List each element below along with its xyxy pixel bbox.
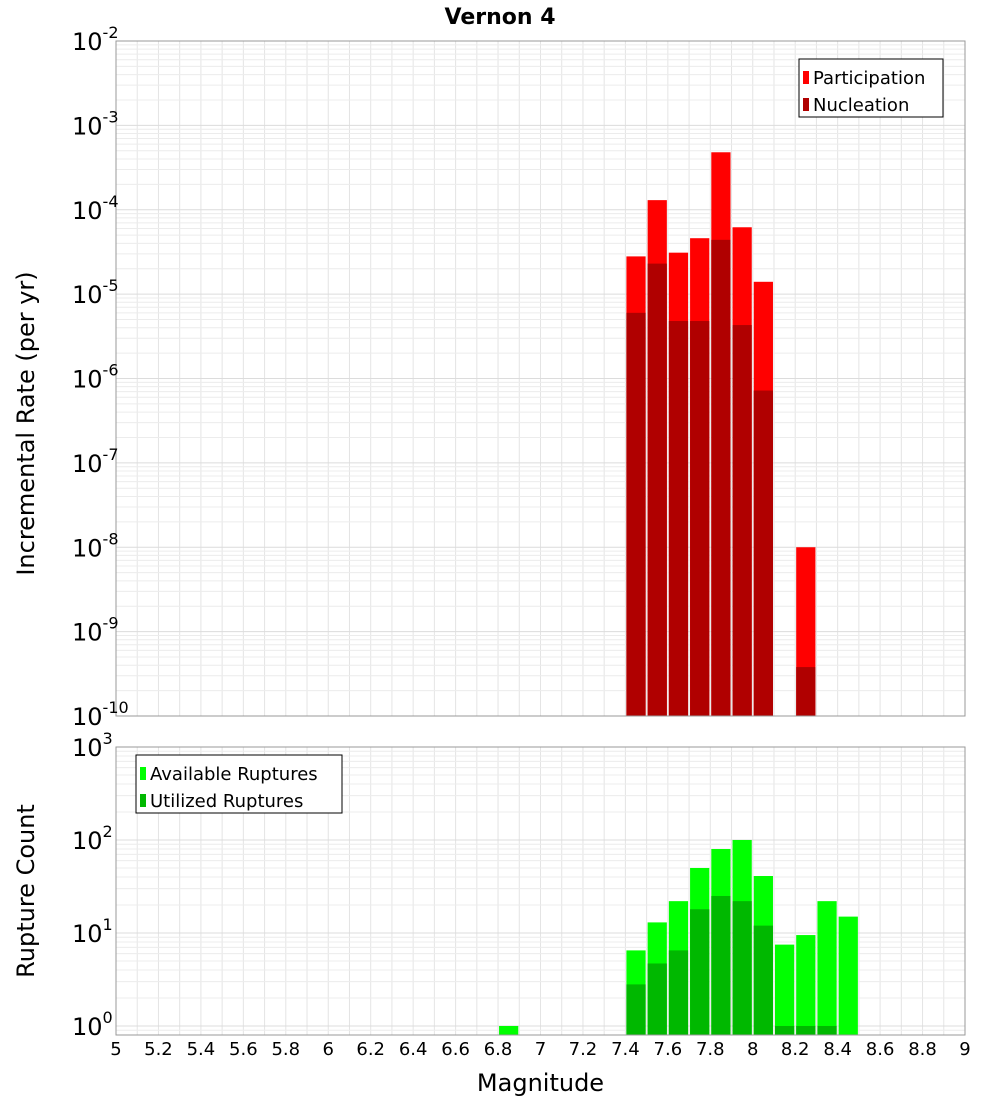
legend-box — [135, 754, 343, 814]
legend-label: Nucleation — [813, 95, 909, 116]
x-tick-label: 5.6 — [229, 1039, 258, 1060]
y-tick-label: 10-9 — [72, 614, 119, 647]
rate-y-ticks: 10-10 10-9 10-8 10-7 10-6 10-5 10-4 10-3 10-2 — [72, 23, 129, 731]
count-x-ticks: 5 5.2 5.4 5.6 5.8 6 6.2 6.4 6.6 6.8 7 7.2 7.4 7.6 7.8 8… — [110, 1039, 970, 1060]
bar-series2 — [796, 667, 816, 716]
bar-series2 — [647, 263, 667, 716]
x-axis-label: Magnitude — [477, 1069, 604, 1097]
x-tick-label: 6.6 — [441, 1039, 470, 1060]
y-tick-label: 10-5 — [72, 276, 119, 309]
x-tick-label: 5.4 — [187, 1039, 216, 1060]
bar-series1 — [796, 935, 816, 1035]
rate-panel: 10-10 10-9 10-8 10-7 10-6 10-5 10-4 10-3 10-2 In… — [12, 23, 966, 731]
bar-series2 — [668, 321, 689, 716]
y-tick-label: 100 — [72, 1008, 113, 1041]
bar-series1 — [838, 916, 858, 1035]
legend-label: Available Ruptures — [150, 764, 318, 785]
bar-series1 — [499, 1025, 519, 1035]
bar-series1 — [774, 944, 795, 1035]
y-tick-label: 103 — [72, 729, 113, 762]
bar-series2 — [753, 925, 773, 1035]
x-tick-label: 8 — [747, 1039, 758, 1060]
y-tick-label: 101 — [72, 915, 113, 948]
x-tick-label: 7.4 — [611, 1039, 640, 1060]
legend-swatch — [803, 71, 809, 84]
bar-series2 — [796, 1025, 816, 1035]
legend-label: Utilized Ruptures — [150, 791, 303, 812]
x-tick-label: 6 — [323, 1039, 334, 1060]
chart-title: Vernon 4 — [445, 5, 556, 30]
x-tick-label: 6.2 — [356, 1039, 385, 1060]
bar-series2 — [774, 1025, 795, 1035]
x-tick-label: 8.8 — [908, 1039, 937, 1060]
y-tick-label: 10-2 — [72, 23, 119, 56]
bar-series2 — [626, 312, 646, 716]
bar-series1 — [817, 901, 837, 1035]
bar-series2 — [732, 325, 752, 716]
legend-label: Participation — [813, 68, 925, 89]
count-bars — [499, 839, 858, 1035]
count-y-axis-label: Rupture Count — [12, 804, 40, 978]
bar-series2 — [690, 321, 710, 716]
rate-gridlines — [115, 40, 966, 717]
count-panel: 100 101 102 103 5 5.2 5.4 5.6 5.8 6 6.2 6.4 6.6 6.8 7… — [12, 729, 971, 1097]
legend-box — [798, 58, 944, 118]
y-tick-label: 10-3 — [72, 107, 119, 140]
bar-series2 — [817, 1025, 837, 1035]
y-tick-label: 10-10 — [72, 698, 129, 731]
rate-y-axis-label: Incremental Rate (per yr) — [12, 271, 40, 575]
y-tick-label: 10-7 — [72, 445, 119, 478]
legend-swatch — [140, 767, 146, 780]
x-tick-label: 8.2 — [781, 1039, 810, 1060]
x-tick-label: 7.8 — [696, 1039, 725, 1060]
y-tick-label: 10-8 — [72, 529, 119, 562]
count-y-ticks: 100 101 102 103 — [72, 729, 113, 1041]
bar-series2 — [668, 950, 689, 1035]
rate-legend: Participation Nucleation — [798, 58, 944, 118]
bar-series2 — [732, 901, 752, 1035]
count-legend: Available Ruptures Utilized Ruptures — [135, 754, 343, 814]
x-tick-label: 9 — [959, 1039, 970, 1060]
y-tick-label: 10-6 — [72, 361, 119, 394]
legend-swatch — [140, 794, 146, 807]
x-tick-label: 5.8 — [271, 1039, 300, 1060]
x-tick-label: 8.4 — [823, 1039, 852, 1060]
rate-plot-frame — [115, 40, 966, 717]
x-tick-label: 5.2 — [144, 1039, 173, 1060]
x-tick-label: 8.6 — [866, 1039, 895, 1060]
x-tick-label: 5 — [110, 1039, 121, 1060]
y-tick-label: 102 — [72, 822, 113, 855]
x-tick-label: 7.6 — [654, 1039, 683, 1060]
legend-swatch — [803, 98, 809, 111]
x-tick-label: 6.4 — [399, 1039, 428, 1060]
x-tick-label: 7.2 — [569, 1039, 598, 1060]
y-tick-label: 10-4 — [72, 192, 119, 225]
bar-series2 — [711, 895, 731, 1035]
x-tick-label: 7 — [535, 1039, 546, 1060]
x-tick-label: 6.8 — [484, 1039, 513, 1060]
bar-series2 — [711, 239, 731, 716]
bar-series2 — [753, 390, 773, 716]
count-plot-frame — [115, 746, 966, 1036]
bar-series2 — [647, 963, 667, 1035]
rate-bars — [626, 152, 816, 716]
bar-series2 — [690, 909, 710, 1035]
bar-series2 — [626, 984, 646, 1035]
